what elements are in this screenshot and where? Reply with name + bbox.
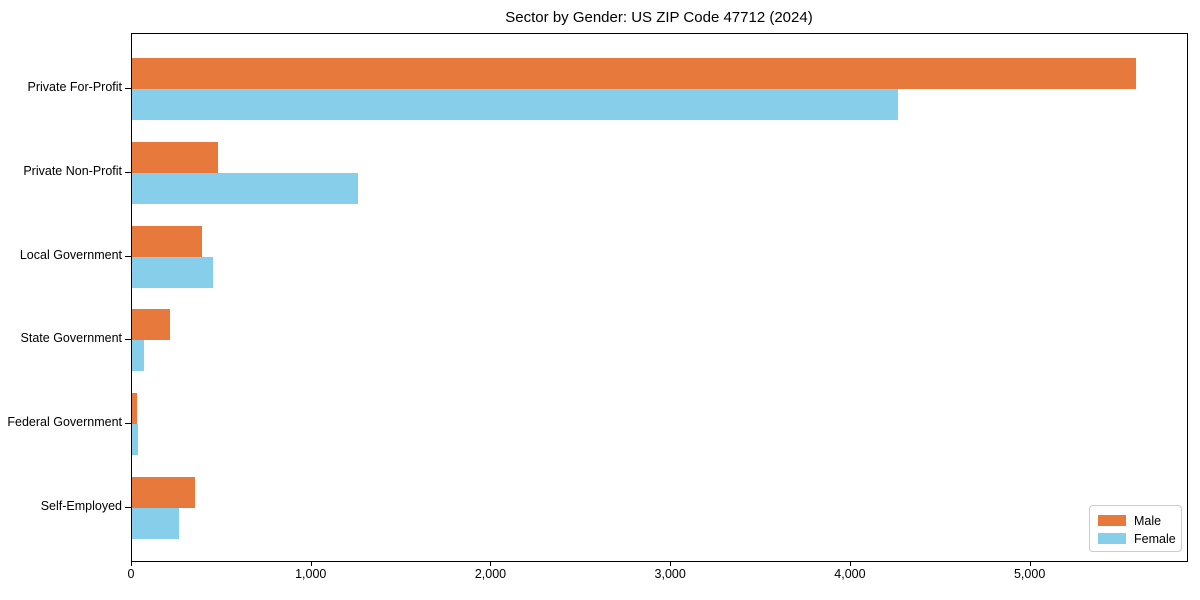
y-tick-mark [125, 88, 131, 89]
y-tick-mark [125, 255, 131, 257]
bar-male-state-government [132, 309, 170, 341]
x-tick-label-1-000: 1,000 [295, 567, 327, 581]
legend-entry-male: Male [1098, 512, 1173, 529]
x-tick-mark [131, 561, 132, 566]
x-tick-label-5-000: 5,000 [1013, 567, 1046, 581]
y-tick-mark [125, 423, 131, 425]
bar-male-federal-government [132, 393, 138, 425]
legend-swatch-male [1098, 515, 1126, 526]
bar-female-federal-government [132, 424, 139, 456]
legend-label-female: Female [1134, 531, 1176, 546]
bar-male-local-government [132, 225, 203, 257]
x-tick-label-0: 0 [127, 567, 135, 581]
bar-female-self-employed [132, 508, 179, 539]
y-axis-label-federal-government: Federal Government [7, 415, 122, 430]
x-tick-mark [490, 561, 492, 566]
bar-female-local-government [132, 256, 213, 288]
legend-label-male: Male [1134, 513, 1162, 528]
y-axis-label-local-government: Local Government [19, 247, 122, 262]
x-tick-mark [670, 561, 672, 566]
x-tick-mark [1029, 561, 1031, 566]
x-tick-mark [849, 561, 851, 566]
bar-female-private-non-profit [132, 172, 359, 204]
bar-female-state-government [132, 340, 144, 372]
bar-male-private-non-profit [132, 141, 219, 173]
legend-entry-female: Female [1098, 530, 1176, 547]
x-tick-label-3-000: 3,000 [654, 567, 686, 581]
y-axis-label-private-non-profit: Private Non-Profit [23, 163, 122, 178]
x-tick-label-2-000: 2,000 [474, 567, 507, 581]
legend: Male Female [1089, 505, 1182, 552]
chart-title: Sector by Gender: US ZIP Code 47712 (202… [505, 9, 813, 26]
y-tick-mark [125, 339, 131, 341]
y-axis-label-state-government: State Government [20, 331, 122, 346]
bar-male-self-employed [132, 477, 195, 508]
y-axis-label-private-for-profit: Private For-Profit [27, 80, 122, 94]
y-tick-mark [125, 507, 131, 508]
bar-male-private-for-profit [132, 58, 1136, 89]
plot-area [131, 33, 1188, 562]
bar-female-private-for-profit [132, 89, 898, 120]
y-axis-label-self-employed: Self-Employed [40, 499, 122, 513]
y-tick-mark [125, 171, 131, 173]
legend-swatch-female [1098, 533, 1126, 544]
x-tick-label-4-000: 4,000 [834, 567, 866, 581]
x-tick-mark [310, 561, 312, 566]
